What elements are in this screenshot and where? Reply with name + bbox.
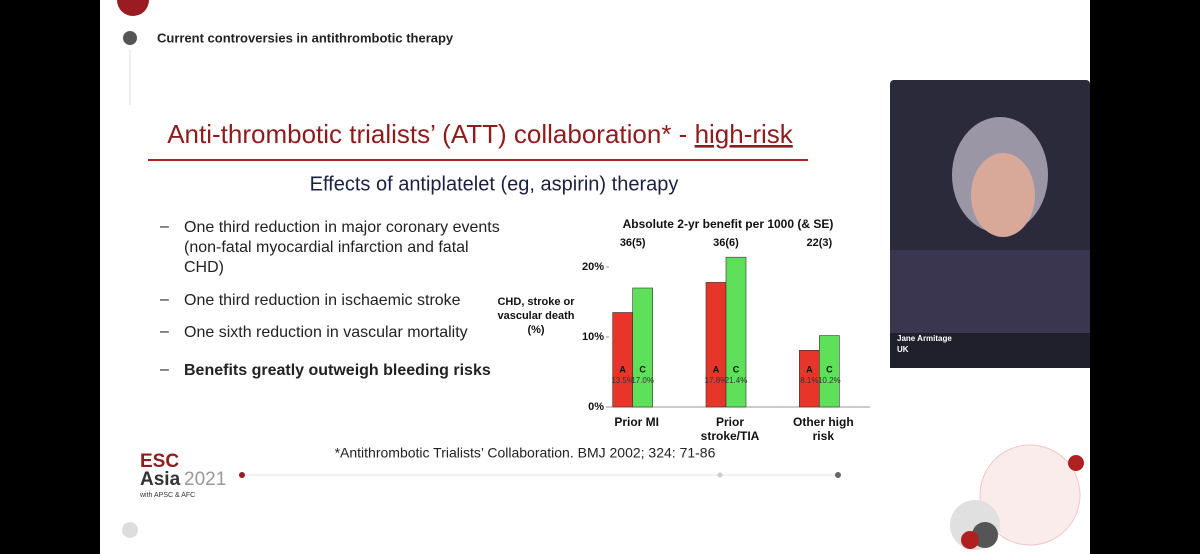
bullet-text: Benefits greatly outweigh bleeding risks <box>184 362 491 379</box>
y-axis-label: CHD, stroke or vascular death (%) <box>497 296 575 336</box>
slide-subtitle: Effects of antiplatelet (eg, aspirin) th… <box>310 173 679 195</box>
benefit-label: 36(6) <box>713 237 739 249</box>
value-label: 21.4% <box>725 376 748 385</box>
bar <box>819 335 840 408</box>
series-label: C <box>826 364 833 374</box>
slide-title: Anti-thrombotic trialists’ (ATT) collabo… <box>167 119 794 149</box>
y-tick-label: 10% <box>582 331 604 343</box>
bar <box>725 256 747 408</box>
series-label: A <box>806 364 813 374</box>
value-label: 17.0% <box>631 376 654 385</box>
globe <box>979 444 1081 546</box>
header-title: Current controversies in antithrombotic … <box>157 30 454 45</box>
chart-title: Absolute 2-yr benefit per 1000 (& SE) <box>623 217 834 231</box>
speaker-name: Jane Armitage <box>897 334 952 343</box>
bullet-dash: – <box>160 323 169 340</box>
x-tick-label: Prior MI <box>614 415 659 429</box>
title-underlined: high-risk <box>695 119 794 149</box>
footnote: *Antithrombotic Trialists’ Collaboration… <box>335 445 716 461</box>
title-text: Anti-thrombotic trialists’ (ATT) collabo… <box>167 119 694 149</box>
timeline-dot <box>239 472 245 478</box>
decor-dot <box>122 522 138 538</box>
decor-circle <box>117 0 149 16</box>
video-caption-bg <box>890 333 1090 368</box>
x-tick-label: Prior stroke/TIA <box>700 415 760 443</box>
series-label: C <box>639 364 646 374</box>
value-label: 10.2% <box>818 376 841 385</box>
bullet-dash: – <box>160 291 169 308</box>
bullet-dash: – <box>160 218 169 235</box>
video-face <box>971 153 1035 237</box>
timeline-dot <box>717 472 723 478</box>
logo-partners: with APSC & AFC <box>139 492 195 499</box>
logo-event: Asia <box>140 469 181 490</box>
series-label: A <box>713 364 720 374</box>
bar <box>612 312 633 408</box>
series-label: C <box>733 364 740 374</box>
x-tick-label: Other high risk <box>792 415 854 443</box>
bullet-dash: – <box>160 361 169 378</box>
decor-circle <box>1068 455 1084 471</box>
bar <box>632 287 653 408</box>
decor-circle <box>961 531 979 549</box>
logo-brand: ESC <box>140 451 179 472</box>
bullet-text: One third reduction in major coronary ev… <box>184 219 500 276</box>
benefit-label: 36(5) <box>620 237 646 249</box>
logo-year: 2021 <box>184 469 226 490</box>
speaker-location: UK <box>897 345 909 354</box>
bullet-text: One sixth reduction in vascular mortalit… <box>184 324 468 341</box>
decor-dot <box>123 31 137 45</box>
benefit-label: 22(3) <box>806 237 832 249</box>
y-tick-label: 0% <box>588 401 604 413</box>
value-label: 17.8% <box>705 376 728 385</box>
y-tick-label: 20% <box>582 261 604 273</box>
series-label: A <box>619 364 626 374</box>
value-label: 13.5% <box>611 376 634 385</box>
timeline-dot <box>835 472 841 478</box>
bullet-text: One third reduction in ischaemic stroke <box>184 292 461 309</box>
bar <box>705 282 727 408</box>
value-label: 8.1% <box>800 376 818 385</box>
